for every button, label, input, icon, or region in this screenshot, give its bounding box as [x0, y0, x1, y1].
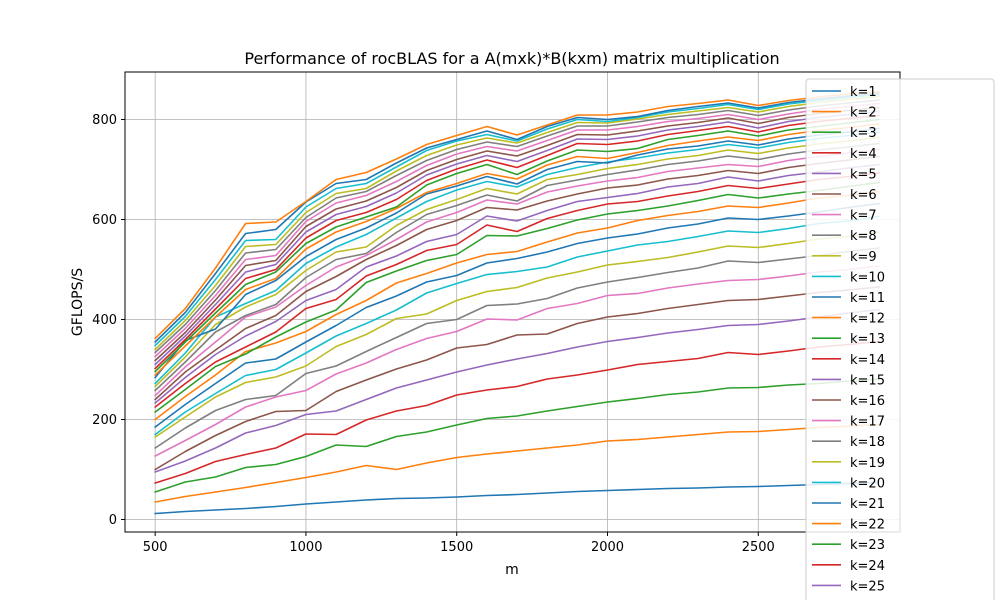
- legend: k=1 k=2 k=3 k=4 k=5 k=6 k=7 k=8 k=9 k=10 k=11 k=12 k…: [805, 78, 995, 600]
- x-tick-label: 2500: [742, 540, 775, 555]
- series-line-5: [154, 308, 880, 474]
- y-tick-label: 800: [92, 113, 117, 128]
- series-line-32: [154, 90, 880, 340]
- legend-entry-label: k=17: [850, 415, 885, 430]
- series-line-7: [154, 265, 880, 458]
- series-line-15: [154, 163, 880, 405]
- legend-entry-label: k=9: [850, 250, 877, 265]
- legend-entry-label: k=25: [850, 579, 885, 594]
- legend-entry-label: k=21: [850, 497, 885, 512]
- series-line-9: [154, 231, 880, 439]
- series-line-24: [154, 114, 880, 370]
- chart-title: Performance of rocBLAS for a A(mxk)*B(kx…: [244, 49, 779, 68]
- series-line-31: [154, 92, 880, 344]
- legend-entry-label: k=24: [850, 559, 885, 574]
- legend-entry-label: k=20: [850, 476, 885, 491]
- legend-entry-label: k=12: [850, 312, 885, 327]
- y-tick-label: 400: [92, 313, 117, 328]
- x-axis-title: m: [505, 562, 519, 578]
- legend-entry-label: k=14: [850, 353, 885, 368]
- legend-entry-label: k=19: [850, 456, 885, 471]
- series-line-3: [154, 378, 880, 494]
- legend-entry-label: k=3: [850, 126, 877, 141]
- x-tick-label: 500: [143, 540, 168, 555]
- series-line-22: [154, 123, 880, 377]
- legend-entry-label: k=5: [850, 167, 877, 182]
- series-line-28: [154, 99, 880, 354]
- x-tick-label: 2000: [591, 540, 624, 555]
- legend-entry-label: k=22: [850, 518, 885, 533]
- x-tick-label: 1500: [440, 540, 473, 555]
- y-tick-label: 200: [92, 413, 117, 428]
- series-line-26: [154, 106, 880, 362]
- series-line-8: [154, 247, 880, 450]
- legend-entry-label: k=18: [850, 435, 885, 450]
- series-line-21: [154, 127, 880, 379]
- legend-entry-label: k=4: [850, 147, 877, 162]
- series-line-17: [154, 148, 880, 397]
- series-line-10: [154, 215, 880, 436]
- legend-entry-label: k=7: [850, 209, 877, 224]
- legend-entry-label: k=8: [850, 229, 877, 244]
- series-line-19: [154, 136, 880, 388]
- legend-entry-label: k=16: [850, 394, 885, 409]
- series-line-29: [154, 95, 880, 351]
- series-line-16: [154, 155, 880, 401]
- legend-entry-label: k=13: [850, 332, 885, 347]
- y-tick-label: 0: [109, 513, 117, 528]
- legend-entry-label: k=10: [850, 270, 885, 285]
- grid-lines: [125, 72, 900, 532]
- y-axis-title: GFLOPS/S: [70, 268, 86, 336]
- series-line-13: [154, 181, 880, 414]
- axis-ticks: 500 1000 1500 2000 2500 0 200 400 600 800: [92, 113, 775, 555]
- series-line-2: [154, 423, 880, 503]
- legend-entry-label: k=15: [850, 373, 885, 388]
- legend-entry-label: k=2: [850, 106, 877, 121]
- legend-entry-label: k=23: [850, 538, 885, 553]
- y-tick-label: 600: [92, 213, 117, 228]
- series-lines: [154, 90, 880, 515]
- series-line-6: [154, 286, 880, 471]
- series-line-12: [154, 190, 880, 421]
- series-line-11: [154, 202, 880, 429]
- series-line-1: [154, 481, 880, 515]
- series-line-14: [154, 172, 880, 409]
- series-line-27: [154, 102, 880, 358]
- series-line-25: [154, 110, 880, 366]
- series-line-20: [154, 131, 880, 385]
- series-line-30: [154, 93, 880, 347]
- legend-entry-label: k=6: [850, 188, 877, 203]
- legend-entry-label: k=11: [850, 291, 885, 306]
- legend-box: [805, 78, 995, 600]
- series-line-4: [154, 340, 880, 485]
- series-line-23: [154, 118, 880, 373]
- legend-entry-label: k=1: [850, 85, 877, 100]
- series-line-18: [154, 142, 880, 392]
- x-tick-label: 1000: [289, 540, 322, 555]
